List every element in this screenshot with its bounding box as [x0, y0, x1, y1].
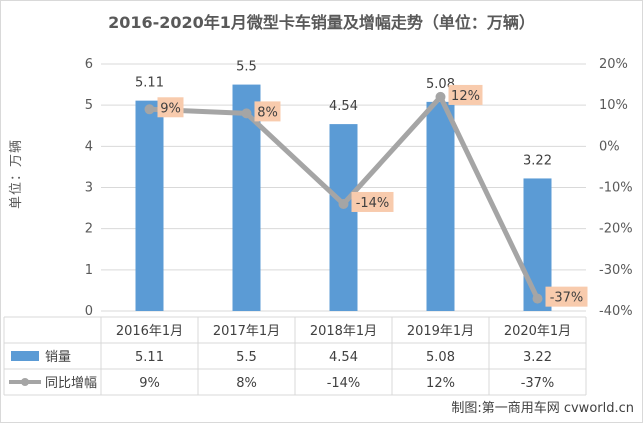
table-cell: -14%	[327, 376, 361, 391]
pct-label-box	[448, 84, 483, 105]
pct-label-box	[254, 101, 281, 122]
legend-label-bar: 销量	[45, 350, 71, 365]
y-tick-label: 6	[85, 57, 93, 72]
pct-value-label: -37%	[550, 291, 584, 306]
pct-value-label: -14%	[356, 196, 390, 211]
table-cell: 9%	[139, 376, 160, 391]
table-cell: 5.11	[135, 350, 164, 365]
y2-tick-label: 20%	[599, 57, 628, 72]
line-point	[144, 104, 155, 115]
y-tick-label: 1	[85, 263, 93, 278]
line-point	[241, 108, 252, 119]
pct-value-label: 9%	[160, 101, 181, 116]
line-point	[532, 293, 543, 304]
category-label: 2020年1月	[504, 324, 571, 339]
table-cell: 5.08	[426, 350, 455, 365]
table-cell: 3.22	[523, 350, 552, 365]
bar-value-label: 5.11	[135, 76, 164, 91]
bar-value-label: 4.54	[329, 99, 358, 114]
y2-tick-label: -30%	[599, 263, 633, 278]
y2-tick-label: 10%	[599, 98, 628, 113]
pct-value-label: 12%	[451, 89, 480, 104]
y-tick-label: 0	[85, 304, 93, 319]
pct-value-label: 8%	[257, 105, 278, 120]
y-tick-label: 3	[85, 181, 93, 196]
y2-tick-label: -10%	[599, 181, 633, 196]
table-cell: 4.54	[329, 350, 358, 365]
y-tick-label: 2	[85, 222, 93, 237]
legend-swatch-marker	[21, 378, 29, 386]
category-label: 2018年1月	[310, 324, 377, 339]
y2-tick-label: -40%	[599, 304, 633, 319]
category-label: 2016年1月	[116, 324, 183, 339]
data-labels: 5.11 5.5 4.54 5.08 3.22 9% 8% -14% 12% -37%	[135, 60, 588, 307]
category-label: 2017年1月	[213, 324, 280, 339]
y-tick-label: 5	[85, 98, 93, 113]
axis-ticks: 0 1 2 3 4 5 6 20% 10% 0% -10% -20% -30% -40%	[85, 57, 633, 319]
bar-value-label: 3.22	[523, 153, 552, 168]
pct-label-box	[545, 286, 588, 307]
chart-title: 2016-2020年1月微型卡车销量及增幅走势（单位：万辆）	[108, 13, 535, 32]
category-label: 2019年1月	[407, 324, 474, 339]
bar	[135, 100, 164, 311]
legend-label-line: 同比增幅	[45, 376, 97, 391]
bar	[329, 124, 358, 311]
line-series	[144, 91, 543, 304]
pct-label-box	[351, 191, 394, 212]
bar-value-label: 5.5	[236, 60, 257, 75]
y2-tick-label: -20%	[599, 222, 633, 237]
bar-series	[135, 84, 552, 311]
line-point	[435, 91, 446, 102]
y2-tick-label: 0%	[599, 139, 620, 154]
pct-label-box	[157, 97, 184, 118]
y-tick-label: 4	[85, 139, 93, 154]
bar	[426, 101, 455, 311]
bar-value-label: 5.08	[426, 77, 455, 92]
credit-text: 制图:第一商用车网 cvworld.cn	[451, 401, 634, 416]
table-cell: 5.5	[236, 350, 257, 365]
line-point	[338, 198, 349, 209]
table-cell: 8%	[236, 376, 257, 391]
table-cell: 12%	[426, 376, 455, 391]
legend-swatch-bar	[11, 351, 39, 361]
table-cell: -37%	[521, 376, 555, 391]
